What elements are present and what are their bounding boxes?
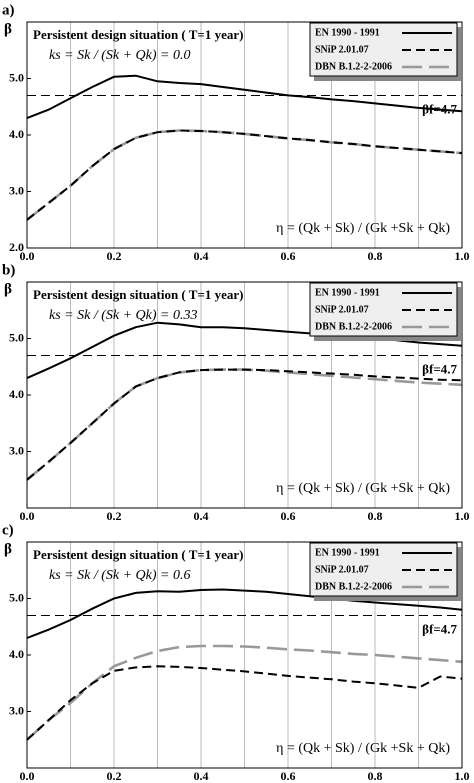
chart-title: Persistent design situation ( T=1 year)	[33, 547, 243, 562]
panel-label: b)	[2, 262, 15, 278]
series-line	[26, 74, 463, 120]
y-tick-label: 4.0	[9, 647, 24, 661]
y-axis-label: β	[4, 541, 12, 557]
x-tick-label: 0.4	[194, 769, 209, 783]
x-tick-label: 1.0	[455, 769, 470, 783]
chart-panel: 0.0 0.2 0.4 0.6 0.8 1.02.03.04.05.0βf=4.7a)β P…	[2, 2, 470, 262]
x-tick-label: 0.8	[368, 509, 383, 523]
legend-label: DBN B.1.2-2-2006	[315, 321, 392, 332]
legend-label: EN 1990 - 1991	[315, 547, 380, 558]
reference-label: βf=4.7	[422, 361, 457, 376]
series-line	[26, 368, 463, 481]
x-axis-label: η = (Qk + Sk) / (Gk +Sk + Qk)	[276, 221, 450, 236]
chart-subtitle: ks = Sk / (Sk + Qk) = 0.6	[49, 568, 190, 583]
x-tick-label: 0.6	[281, 769, 296, 783]
x-tick-label: 1.0	[455, 509, 470, 523]
x-tick-label: 0.2	[107, 509, 122, 523]
x-tick-label: 0.4	[194, 509, 209, 523]
x-tick-label: 0.2	[107, 249, 122, 263]
chart-subtitle: ks = Sk / (Sk + Qk) = 0.0	[49, 48, 190, 63]
y-axis-label: β	[4, 281, 12, 297]
y-tick-label: 3.0	[9, 443, 24, 457]
x-tick-label: 0.6	[281, 249, 296, 263]
x-tick-label: 0.0	[20, 769, 35, 783]
chart-title: Persistent design situation ( T=1 year)	[33, 27, 243, 42]
series-line	[26, 129, 463, 221]
legend-label: SNiP 2.01.07	[315, 304, 369, 315]
plot-frame	[26, 541, 463, 769]
series-line	[26, 644, 463, 741]
chart-title: Persistent design situation ( T=1 year)	[33, 287, 243, 302]
y-tick-label: 3.0	[9, 703, 24, 717]
legend-label: DBN B.1.2-2-2006	[315, 61, 392, 72]
chart-panel: 0.0 0.2 0.4 0.6 0.8 1.0 3.0 4.0 5.0 βf=4.7 b) β Pers…	[2, 262, 470, 522]
x-tick-label: 0.0	[20, 509, 35, 523]
panel-label: c)	[2, 522, 14, 538]
y-tick-label: 5.0	[9, 70, 24, 84]
y-tick-label: 4.0	[9, 127, 24, 141]
plot-frame	[26, 281, 463, 509]
chart-panel: 0.0 0.2 0.4 0.6 0.8 1.0 3.0 4.0 5.0 βf=4.7 c) β Pers…	[2, 522, 470, 782]
y-tick-label: 4.0	[9, 387, 24, 401]
x-tick-label: 1.0	[455, 249, 470, 263]
legend-label: EN 1990 - 1991	[315, 287, 380, 298]
legend-label: DBN B.1.2-2-2006	[315, 581, 392, 592]
x-tick-label: 0.2	[107, 769, 122, 783]
panel-label: a)	[2, 2, 15, 18]
x-tick-label: 0.4	[194, 249, 209, 263]
series-line	[26, 665, 463, 741]
x-axis-label: η = (Qk + Sk) / (Gk +Sk + Qk)	[276, 741, 450, 756]
legend-label: SNiP 2.01.07	[315, 44, 369, 55]
x-tick-label: 0.8	[368, 769, 383, 783]
x-axis-label: η = (Qk + Sk) / (Gk +Sk + Qk)	[276, 481, 450, 496]
y-tick-label: 2.0	[9, 240, 24, 254]
legend-label: EN 1990 - 1991	[315, 27, 380, 38]
y-tick-label: 5.0	[9, 590, 24, 604]
reference-label: βf=4.7	[422, 621, 457, 636]
x-tick-label: 0.0	[20, 249, 35, 263]
series-line	[26, 588, 463, 639]
x-tick-label: 0.8	[368, 249, 383, 263]
plot-frame	[26, 21, 463, 249]
y-axis-label: β	[4, 21, 12, 37]
chart-subtitle: ks = Sk / (Sk + Qk) = 0.33	[49, 308, 197, 323]
y-tick-label: 3.0	[9, 183, 24, 197]
x-tick-label: 0.6	[281, 509, 296, 523]
legend-label: SNiP 2.01.07	[315, 564, 369, 575]
y-tick-label: 5.0	[9, 330, 24, 344]
